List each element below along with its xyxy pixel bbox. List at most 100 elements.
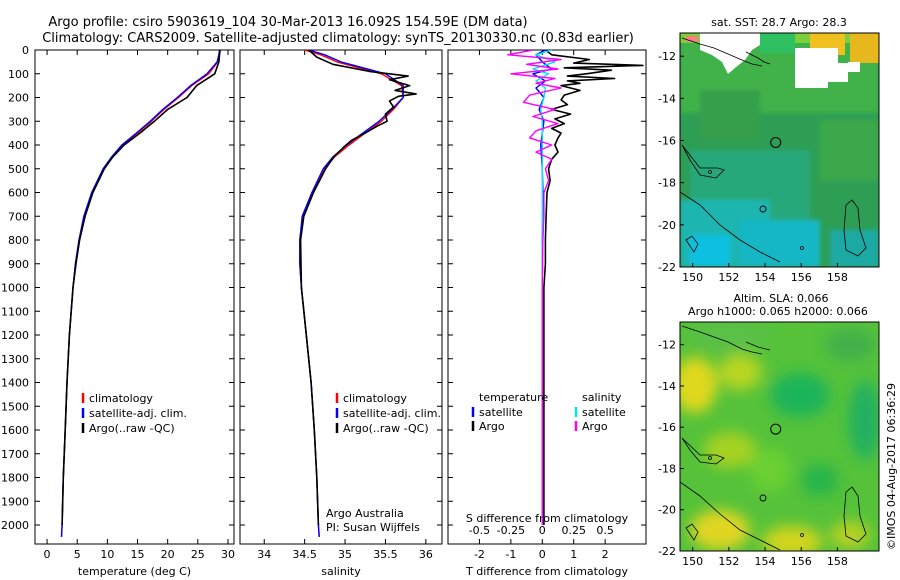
difference-series-group bbox=[507, 50, 644, 525]
depth-tick-label: 1700 bbox=[1, 448, 29, 461]
map-xtick-label: 156 bbox=[791, 271, 812, 284]
series-line-argo-raw-qc- bbox=[61, 50, 221, 526]
temperature-frame bbox=[34, 49, 235, 545]
legend-label: Argo(..raw -QC) bbox=[343, 422, 429, 435]
difference-xtick-label: -2 bbox=[474, 548, 485, 561]
depth-tick-label: 100 bbox=[8, 68, 29, 81]
depth-tick-label: 800 bbox=[8, 234, 29, 247]
temperature-xtick-label: 15 bbox=[131, 548, 145, 561]
depth-tick-label: 1200 bbox=[1, 329, 29, 342]
map-xtick-label: 150 bbox=[682, 271, 703, 284]
map-ytick-label: -16 bbox=[658, 135, 676, 148]
map-xtick-label: 156 bbox=[791, 555, 812, 568]
legend-label: climatology bbox=[343, 392, 407, 405]
header-line-1: Argo profile: csiro 5903619_104 30-Mar-2… bbox=[48, 15, 527, 30]
temperature-xtick-label: 0 bbox=[44, 548, 51, 561]
legend-label: Argo bbox=[479, 420, 505, 433]
depth-tick-label: 200 bbox=[8, 92, 29, 105]
depth-tick-label: 1800 bbox=[1, 472, 29, 485]
difference-frame bbox=[447, 49, 647, 545]
depth-tick-label: 600 bbox=[8, 187, 29, 200]
difference-axis-label: T difference from climatology bbox=[465, 565, 628, 578]
temperature-xtick-label: 20 bbox=[161, 548, 175, 561]
map-xtick-label: 154 bbox=[755, 555, 776, 568]
salinity-frame bbox=[239, 49, 443, 545]
credit-text: ©IMOS 04-Aug-2017 06:36:29 bbox=[885, 383, 898, 550]
difference-xtick-label: -1 bbox=[505, 548, 516, 561]
map-ytick-label: -14 bbox=[658, 380, 676, 393]
map-xtick-label: 158 bbox=[827, 271, 848, 284]
depth-tick-label: 1000 bbox=[1, 282, 29, 295]
salinity-diff-tick-label: 0.5 bbox=[596, 524, 614, 537]
legend-title-temperature: temperature bbox=[479, 391, 548, 404]
series-line-temperature-argo bbox=[543, 50, 644, 525]
difference-xtick-label: 2 bbox=[602, 548, 609, 561]
difference-xtick-label: 0 bbox=[539, 548, 546, 561]
sla-map-subtitle: Argo h1000: 0.065 h2000: 0.066 bbox=[688, 305, 868, 318]
salinity-axis-label: salinity bbox=[321, 565, 361, 578]
depth-tick-label: 1600 bbox=[1, 424, 29, 437]
legend-label: climatology bbox=[89, 392, 153, 405]
map-ytick-label: -22 bbox=[658, 545, 676, 558]
temperature-series-group bbox=[60, 50, 221, 537]
temperature-xtick-label: 10 bbox=[100, 548, 114, 561]
depth-tick-label: 700 bbox=[8, 210, 29, 223]
legend-label: satellite bbox=[582, 406, 626, 419]
temperature-panel: 0 5 10 15 20 25 300100200300400500600700800900… bbox=[1, 44, 235, 578]
map-xtick-label: 150 bbox=[682, 555, 703, 568]
sla-map bbox=[680, 322, 879, 551]
difference-xtick-label: 1 bbox=[570, 548, 577, 561]
salinity-series-group bbox=[299, 50, 417, 537]
sst-map-frame bbox=[679, 32, 880, 268]
legend-label: Argo(..raw -QC) bbox=[89, 422, 175, 435]
map-ytick-label: -18 bbox=[658, 462, 676, 475]
depth-tick-label: 1500 bbox=[1, 400, 29, 413]
depth-tick-label: 400 bbox=[8, 139, 29, 152]
map-ytick-label: -20 bbox=[658, 219, 676, 232]
depth-tick-label: 1400 bbox=[1, 377, 29, 390]
salinity-diff-tick-label: 0.25 bbox=[561, 524, 586, 537]
temperature-xtick-label: 5 bbox=[74, 548, 81, 561]
map-ytick-label: -20 bbox=[658, 504, 676, 517]
sst-argo-location-marker bbox=[770, 136, 782, 148]
map-xtick-label: 152 bbox=[718, 555, 739, 568]
map-ytick-label: -22 bbox=[658, 261, 676, 274]
annotation-institution: Argo Australia bbox=[326, 507, 404, 520]
sst-map-axes: 150 152 154 156 158 -12 -14 -16 -18 -20 -22 bbox=[658, 50, 848, 284]
legend-label: satellite bbox=[479, 406, 523, 419]
legend-label: satellite-adj. clim. bbox=[89, 407, 187, 420]
temperature-axis-label: temperature (deg C) bbox=[78, 565, 191, 578]
difference-panel: -2 -1 0 1 2 -0.5 -0.25 0 0.25 0.5S difference fro… bbox=[447, 49, 647, 578]
salinity-xtick-label: 34.5 bbox=[292, 548, 317, 561]
map-ytick-label: -18 bbox=[658, 177, 676, 190]
sst-map-title: sat. SST: 28.7 Argo: 28.3 bbox=[711, 16, 847, 29]
temperature-xtick-label: 30 bbox=[221, 548, 235, 561]
map-xtick-label: 158 bbox=[827, 555, 848, 568]
depth-tick-label: 300 bbox=[8, 115, 29, 128]
map-xtick-label: 154 bbox=[755, 271, 776, 284]
legend-title-salinity: salinity bbox=[582, 391, 622, 404]
map-xtick-label: 152 bbox=[718, 271, 739, 284]
depth-tick-label: 1300 bbox=[1, 353, 29, 366]
salinity-diff-tick-label: 0 bbox=[539, 524, 546, 537]
salinity-xtick-label: 35.5 bbox=[373, 548, 398, 561]
map-ytick-label: -14 bbox=[658, 92, 676, 105]
depth-tick-label: 500 bbox=[8, 163, 29, 176]
temperature-xtick-label: 25 bbox=[191, 548, 205, 561]
sla-map-frame bbox=[679, 321, 880, 552]
sla-argo-location-marker bbox=[770, 423, 782, 435]
legend-label: Argo bbox=[582, 420, 608, 433]
map-ytick-label: -16 bbox=[658, 421, 676, 434]
legend-label: satellite-adj. clim. bbox=[343, 407, 441, 420]
salinity-diff-tick-label: -0.25 bbox=[497, 524, 525, 537]
salinity-diff-axis-label: S difference from climatology bbox=[466, 512, 629, 525]
sst-map bbox=[680, 33, 879, 267]
salinity-diff-tick-label: -0.5 bbox=[469, 524, 490, 537]
sla-map-axes: 150 152 154 156 158 -12 -14 -16 -18 -20 -22 bbox=[658, 339, 848, 568]
annotation-pi: PI: Susan Wijffels bbox=[326, 521, 420, 534]
salinity-xtick-label: 34 bbox=[257, 548, 271, 561]
sla-map-title: Altim. SLA: 0.066 bbox=[733, 292, 828, 305]
depth-tick-label: 900 bbox=[8, 258, 29, 271]
header-line-2: Climatology: CARS2009. Satellite-adjuste… bbox=[42, 31, 634, 46]
